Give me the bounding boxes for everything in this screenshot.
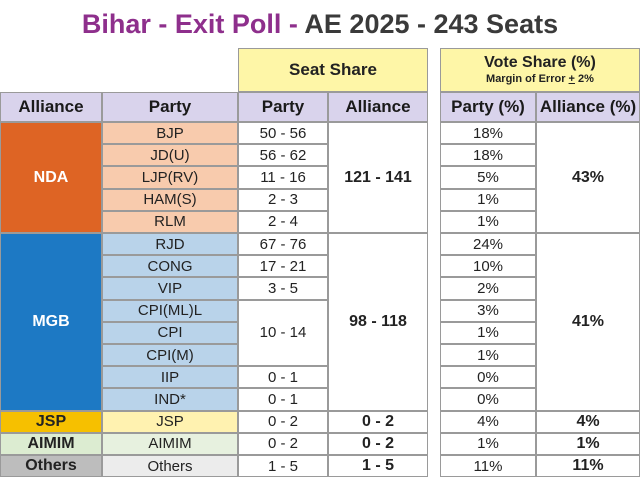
party-seats-cell: 3 - 5 — [238, 277, 328, 300]
party-cell: IND* — [102, 388, 238, 411]
party-vote-cell: 18% — [440, 144, 536, 167]
col-header-alliance-pct: Alliance (%) — [536, 92, 640, 122]
party-cell: VIP — [102, 277, 238, 300]
alliance-seats-cell: 121 - 141 — [328, 122, 428, 233]
party-cell: IIP — [102, 366, 238, 389]
alliance-mgb: MGB — [0, 233, 102, 411]
col-header-alliance-seats: Alliance — [328, 92, 428, 122]
alliance-seats-cell: 1 - 5 — [328, 455, 428, 478]
party-vote-cell: 2% — [440, 277, 536, 300]
title-main: AE 2025 - 243 Seats — [304, 9, 559, 39]
party-vote-cell: 11% — [440, 455, 536, 478]
party-cell: JSP — [102, 410, 238, 433]
party-seats-cell: 50 - 56 — [238, 122, 328, 145]
party-seats-cell: 67 - 76 — [238, 233, 328, 256]
title-prefix: Bihar - Exit Poll - — [81, 9, 305, 39]
vote-share-header: Vote Share (%) Margin of Error + 2% — [440, 48, 640, 92]
party-vote-cell: 18% — [440, 122, 536, 145]
alliance-seats-cell: 0 - 2 — [328, 432, 428, 455]
party-vote-cell: 3% — [440, 299, 536, 322]
party-cell: LJP(RV) — [102, 166, 238, 189]
alliance-aimim: AIMIM — [0, 432, 102, 455]
party-cell: RJD — [102, 233, 238, 256]
alliance-others: Others — [0, 455, 102, 478]
party-cell: JD(U) — [102, 144, 238, 167]
party-cell: HAM(S) — [102, 188, 238, 211]
page-title: Bihar - Exit Poll - AE 2025 - 243 Seats — [0, 4, 640, 44]
party-vote-cell: 5% — [440, 166, 536, 189]
alliance-vote-cell: 43% — [536, 122, 640, 233]
alliance-seats-cell: 98 - 118 — [328, 233, 428, 411]
party-seats-cell: 0 - 1 — [238, 388, 328, 411]
party-cell: CPI(M) — [102, 344, 238, 367]
party-vote-cell: 0% — [440, 388, 536, 411]
vote-share-title: Vote Share (%) — [484, 54, 596, 72]
margin-of-error-note: Margin of Error + 2% — [486, 73, 594, 86]
seat-share-header: Seat Share — [238, 48, 428, 92]
col-header-party-seats: Party — [238, 92, 328, 122]
col-header-alliance: Alliance — [0, 92, 102, 122]
party-vote-cell: 4% — [440, 410, 536, 433]
alliance-vote-cell: 1% — [536, 432, 640, 455]
party-seats-cell: 56 - 62 — [238, 144, 328, 167]
alliance-vote-cell: 11% — [536, 455, 640, 478]
party-seats-cell: 11 - 16 — [238, 166, 328, 189]
margin-prefix: Margin of Error — [486, 72, 569, 85]
party-cell: Others — [102, 455, 238, 478]
col-header-party-pct: Party (%) — [440, 92, 536, 122]
party-cell: CONG — [102, 255, 238, 278]
alliance-vote-cell: 4% — [536, 410, 640, 433]
party-seats-cell: 2 - 3 — [238, 188, 328, 211]
party-seats-cell: 0 - 1 — [238, 366, 328, 389]
col-header-party: Party — [102, 92, 238, 122]
party-vote-cell: 1% — [440, 188, 536, 211]
left-parties-seats-cell: 10 - 14 — [238, 299, 328, 367]
party-seats-cell: 17 - 21 — [238, 255, 328, 278]
alliance-seats-cell: 0 - 2 — [328, 410, 428, 433]
party-vote-cell: 1% — [440, 321, 536, 344]
margin-plus-minus: + — [568, 72, 575, 85]
party-vote-cell: 10% — [440, 255, 536, 278]
party-seats-cell: 0 - 2 — [238, 432, 328, 455]
alliance-nda: NDA — [0, 122, 102, 233]
party-seats-cell: 0 - 2 — [238, 410, 328, 433]
party-vote-cell: 24% — [440, 233, 536, 256]
party-cell: AIMIM — [102, 432, 238, 455]
party-seats-cell: 2 - 4 — [238, 210, 328, 233]
party-vote-cell: 1% — [440, 432, 536, 455]
party-cell: CPI — [102, 321, 238, 344]
party-vote-cell: 1% — [440, 210, 536, 233]
party-cell: CPI(ML)L — [102, 299, 238, 322]
party-vote-cell: 1% — [440, 344, 536, 367]
party-vote-cell: 0% — [440, 366, 536, 389]
margin-suffix: 2% — [574, 72, 594, 85]
party-cell: RLM — [102, 210, 238, 233]
alliance-jsp: JSP — [0, 410, 102, 433]
party-cell: BJP — [102, 122, 238, 145]
alliance-vote-cell: 41% — [536, 233, 640, 411]
party-seats-cell: 1 - 5 — [238, 455, 328, 478]
